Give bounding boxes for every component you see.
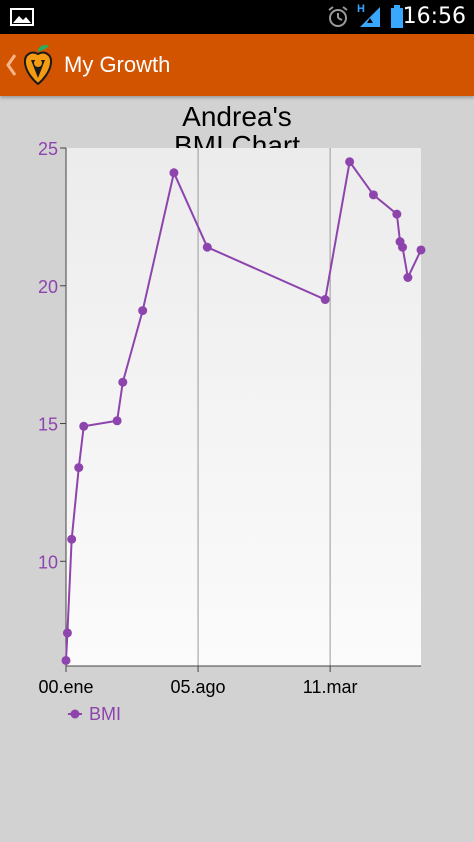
bmi-data-point <box>62 628 72 638</box>
y-tick-label: 25 <box>38 139 58 159</box>
bmi-data-point <box>392 209 402 219</box>
bmi-data-point <box>138 306 148 316</box>
legend-label: BMI <box>89 704 121 724</box>
x-tick-label: 05.ago <box>171 677 226 697</box>
action-bar: My Growth <box>0 34 474 96</box>
image-icon <box>10 8 34 26</box>
bmi-data-point <box>169 168 179 178</box>
y-tick-label: 10 <box>38 552 58 572</box>
status-time: 16:56 <box>402 4 466 29</box>
network-type-label: H <box>357 3 365 15</box>
bmi-data-point <box>112 416 122 426</box>
bmi-data-point <box>74 463 84 473</box>
plot-area <box>66 148 421 666</box>
bmi-data-point <box>202 242 212 252</box>
status-bar: H 16:56 <box>0 0 474 34</box>
y-tick-label: 20 <box>38 277 58 297</box>
x-tick-label: 00.ene <box>38 677 93 697</box>
bmi-data-point <box>67 534 77 544</box>
legend-marker <box>70 709 80 719</box>
bmi-data-point <box>345 157 355 167</box>
bmi-data-point <box>61 655 71 665</box>
signal-icon <box>360 7 380 27</box>
bmi-data-point <box>403 273 413 282</box>
alarm-icon <box>328 6 348 27</box>
app-logo-icon[interactable] <box>22 44 54 86</box>
back-caret-icon[interactable] <box>4 50 18 80</box>
bmi-data-point <box>368 190 378 200</box>
bmi-data-point <box>79 421 89 431</box>
x-tick-label: 11.mar <box>303 677 358 697</box>
battery-icon <box>391 5 403 28</box>
bmi-data-point <box>416 245 426 255</box>
bmi-data-point <box>398 242 408 252</box>
chart-title-line-1: Andrea's <box>182 101 292 132</box>
bmi-data-point <box>118 377 128 387</box>
y-tick-label: 15 <box>38 415 58 435</box>
app-title: My Growth <box>64 52 171 77</box>
bmi-data-point <box>320 295 330 305</box>
